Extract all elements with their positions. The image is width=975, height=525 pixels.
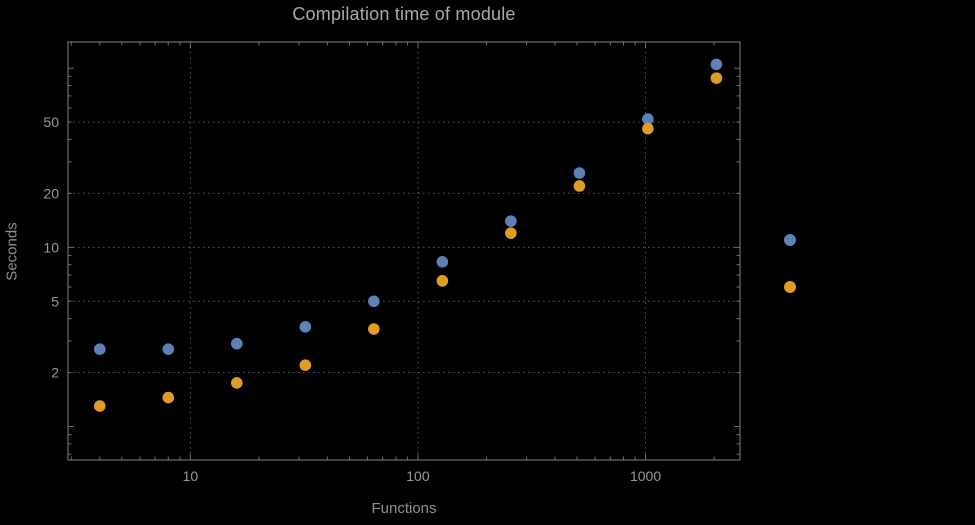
x-tick-label: 1000 [630, 468, 661, 484]
y-tick-label: 2 [51, 365, 59, 381]
data-point [231, 337, 243, 350]
chart-title: Compilation time of module [292, 4, 516, 24]
data-point [505, 215, 517, 227]
x-tick-label: 10 [183, 468, 199, 484]
data-point [231, 377, 243, 389]
y-tick-label: 20 [43, 185, 59, 201]
x-axis-label: Functions [371, 500, 437, 517]
data-point [436, 275, 449, 287]
data-point [573, 167, 586, 179]
data-point [162, 391, 175, 404]
data-point [368, 323, 380, 335]
y-tick-label: 50 [43, 114, 59, 130]
data-point [299, 359, 312, 371]
legend-marker [784, 281, 796, 293]
data-point [93, 343, 106, 356]
y-axis-label: Seconds [3, 222, 21, 281]
data-point [368, 295, 380, 308]
data-point [436, 256, 449, 268]
data-point [162, 343, 175, 356]
data-point [505, 227, 517, 239]
data-point [93, 400, 106, 412]
data-point [573, 180, 586, 192]
y-tick-label: 10 [43, 239, 59, 255]
data-point [642, 122, 654, 135]
y-tick-label: 5 [51, 293, 59, 309]
data-point [642, 113, 654, 125]
data-point [710, 72, 723, 84]
x-tick-label: 100 [406, 468, 430, 484]
data-point [299, 321, 312, 333]
plot-frame [67, 41, 741, 461]
legend-marker [784, 234, 796, 246]
data-point [710, 58, 723, 71]
